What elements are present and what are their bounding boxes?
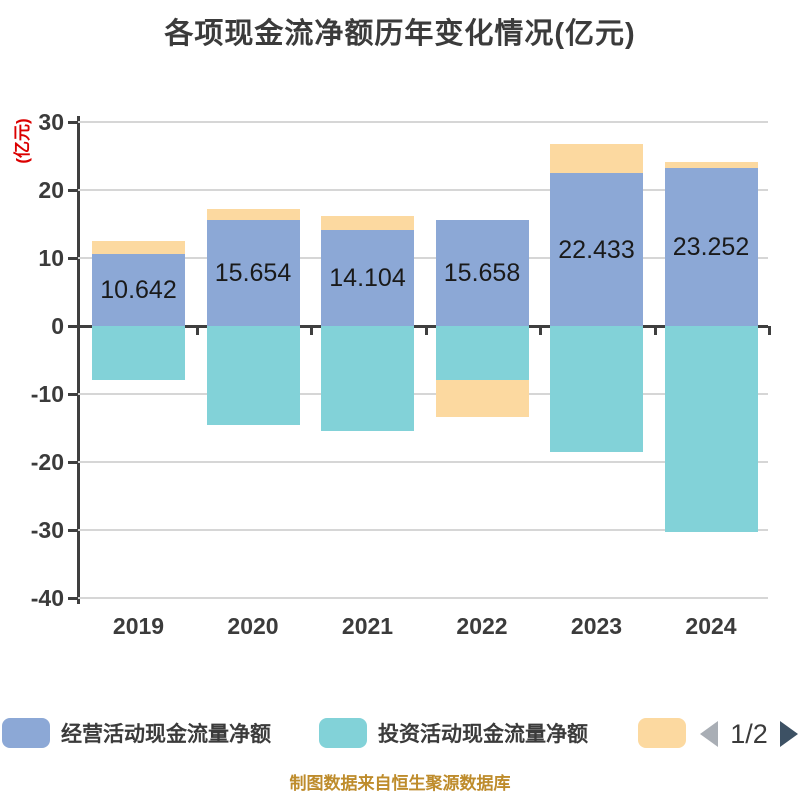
legend-label-operating: 经营活动现金流量净额 [61,723,271,746]
y-tick-label-30: 30 [38,109,64,135]
x-tick-after-2023 [653,326,657,335]
bar-2023-series-2[interactable] [550,143,643,174]
chart-title: 各项现金流净额历年变化情况(亿元) [164,18,636,50]
x-tick-label-2019: 2019 [112,613,165,639]
gridline-y-20 [78,189,768,191]
bar-2021-series-2[interactable] [321,216,414,231]
bar-2022-series-0[interactable] [435,219,529,326]
bar-2019-series-1[interactable] [92,326,185,381]
value-label-2022: 15.658 [443,258,521,287]
bar-2019-series-0[interactable] [92,253,185,326]
bar-2024-series-1[interactable] [664,326,758,533]
y-tick-label-0: 0 [51,313,64,339]
y-tick-label--10: -10 [30,381,64,407]
bar-2024-series-0[interactable] [664,167,758,326]
legend-swatch-operating [2,718,50,748]
x-tick-label-2020: 2020 [227,613,279,639]
bar-2020-series-1[interactable] [206,326,300,426]
x-tick-after-2024 [768,326,771,335]
legend-swatch-investing [319,718,367,748]
y-tick-10 [68,256,78,260]
value-label-2023: 22.433 [558,235,635,264]
bar-2024-series-2[interactable] [664,161,758,168]
legend-item-operating[interactable]: 经营活动现金流量净额 [2,717,271,749]
gridline-y-10 [78,257,768,259]
legend-prev-page-arrow-icon[interactable] [700,721,718,747]
legend-page-indicator: 1/2 [730,719,768,749]
legend-item-third[interactable] [638,717,697,749]
gridline-y--30 [78,529,768,531]
x-tick-after-2019 [195,326,199,335]
value-label-2021: 14.104 [329,264,406,293]
bar-2019-series-2[interactable] [92,241,185,254]
y-tick-0 [68,324,78,328]
x-tick-label-2021: 2021 [341,613,394,639]
y-tick--20 [68,460,78,464]
gridline-y-30 [78,121,768,123]
legend-swatch-third [638,718,686,748]
x-tick-label-2024: 2024 [685,613,737,639]
legend-label-investing: 投资活动现金流量净额 [378,723,588,746]
bar-2022-series-1[interactable] [435,326,529,381]
legend-next-page-arrow-icon[interactable] [780,721,798,747]
gridline-y--20 [78,461,768,463]
x-axis-zero-line [78,324,768,328]
y-axis-line [77,116,80,604]
value-label-2020: 15.654 [214,258,292,287]
x-tick-after-2022 [539,326,542,335]
bar-2022-series-2[interactable] [435,380,529,418]
y-tick--10 [68,392,78,396]
y-tick-label-10: 10 [38,245,64,271]
bar-2023-series-1[interactable] [550,326,643,453]
value-label-2024: 23.252 [672,232,750,261]
y-tick-label--30: -30 [30,517,64,543]
value-label-2019: 10.642 [100,275,177,304]
y-tick--40 [68,596,78,600]
gridline-y--40 [78,597,768,599]
y-tick-label--40: -40 [30,585,64,611]
bar-2020-series-2[interactable] [206,209,300,220]
x-tick-label-2022: 2022 [456,613,508,639]
legend-item-investing[interactable]: 投资活动现金流量净额 [319,717,588,749]
bar-2023-series-0[interactable] [550,173,643,326]
x-tick-after-2021 [424,326,428,335]
y-tick-30 [68,120,78,124]
bar-2020-series-0[interactable] [206,219,300,326]
bar-2021-series-0[interactable] [321,230,414,326]
gridline-y--10 [78,393,768,395]
y-tick-label--20: -20 [30,449,64,475]
x-tick-after-2020 [310,326,313,335]
x-tick-label-2023: 2023 [570,613,623,639]
bar-2021-series-1[interactable] [321,326,414,432]
y-tick-label-20: 20 [38,177,64,203]
data-source-note: 制图数据来自恒生聚源数据库 [289,774,511,793]
y-tick-20 [68,188,78,192]
y-tick--30 [68,528,78,532]
